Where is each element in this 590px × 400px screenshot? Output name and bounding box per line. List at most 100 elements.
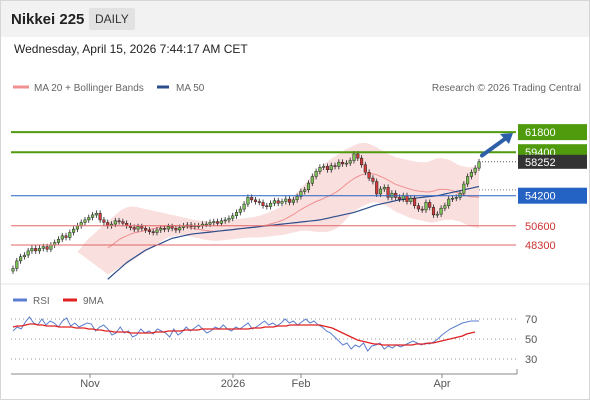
candle-body [413, 197, 417, 206]
candle-body [303, 189, 307, 192]
candle-body [174, 228, 178, 231]
level-badge-text-54200: 54200 [525, 191, 556, 203]
candle-body [98, 213, 102, 221]
candle-body [41, 246, 45, 249]
candle-body [178, 227, 182, 231]
x-tick-label: Apr [433, 378, 450, 390]
candle-body [87, 217, 91, 221]
candle-body [416, 205, 420, 210]
candle-body [250, 197, 254, 201]
rsi-panel: 70 50 30 [11, 314, 537, 366]
candle-body [337, 161, 341, 167]
candle-body [227, 218, 231, 221]
level-label-48300: 48300 [525, 240, 556, 252]
candle-body [443, 205, 447, 209]
candle-body [318, 167, 322, 172]
forecast-arrow-head [500, 132, 513, 144]
last-price-badge [518, 154, 587, 169]
candle-body [405, 195, 409, 202]
candle-body [295, 196, 299, 201]
candle-body [231, 215, 235, 219]
candle-body [22, 254, 26, 258]
level-badge-text-61800: 61800 [525, 127, 556, 139]
candle-body [306, 182, 311, 191]
rsi-tick-30: 30 [525, 354, 537, 366]
candle-body [367, 172, 371, 179]
candle-body [147, 229, 151, 232]
candle-body [94, 213, 98, 216]
candle-body [341, 161, 345, 165]
candle-body [276, 200, 280, 204]
candle-body [272, 200, 276, 204]
candle-body [37, 248, 42, 252]
candle-body [291, 199, 295, 203]
candle-body [204, 223, 208, 226]
candle-body [121, 221, 125, 224]
candle-body [19, 256, 23, 262]
candle-body [344, 162, 348, 165]
candle-body [166, 226, 170, 230]
candle-body [265, 205, 269, 207]
candle-body [409, 197, 413, 202]
candle-body [333, 165, 337, 167]
candle-body [60, 235, 64, 240]
candle-body [360, 157, 364, 166]
candle-body [136, 226, 140, 230]
candle-body [288, 198, 292, 203]
candle-body [322, 166, 326, 168]
rsi-line [12, 316, 479, 352]
candle-body [431, 207, 436, 216]
candle-body [45, 246, 49, 250]
candle-body [102, 219, 106, 223]
candle-body [329, 165, 333, 171]
rsi-legend-label: RSI [33, 296, 50, 307]
candle-body [428, 202, 432, 208]
candle-body [72, 228, 76, 233]
x-tick-label: Nov [80, 378, 100, 390]
timestamp: Wednesday, April 15, 2026 7:44:17 AM CET [14, 42, 248, 56]
candle-body [140, 226, 144, 229]
candle-body [91, 214, 95, 218]
candle-body [382, 187, 386, 190]
candle-body [378, 188, 383, 195]
candle-body [469, 172, 473, 177]
candle-body [68, 232, 72, 238]
x-axis: Nov 2026 Feb Apr [11, 369, 518, 390]
candle-body [352, 153, 356, 161]
candle-body [363, 164, 367, 173]
candle-body [375, 181, 379, 195]
candle-body [15, 260, 19, 269]
candle-body [132, 227, 136, 230]
candle-body [117, 220, 121, 223]
candle-body [170, 226, 174, 229]
candle-body [56, 238, 61, 243]
ma50-line [107, 185, 480, 280]
period-selector[interactable]: DAILY [89, 8, 135, 30]
candle-body [159, 228, 163, 231]
candle-body [299, 191, 303, 197]
ma9-legend-label: 9MA [83, 296, 104, 307]
x-tick-label: Feb [292, 378, 311, 390]
candle-body [219, 220, 223, 224]
rsi-ma9-line [12, 323, 476, 346]
level-badge-54200 [518, 187, 587, 204]
candle-body [462, 183, 466, 194]
candle-body [242, 203, 246, 210]
candle-body [257, 201, 261, 203]
level-badge-61800 [518, 124, 587, 141]
forecast-arrow-shaft [480, 133, 511, 158]
candle-body [401, 195, 405, 200]
instrument-title: Nikkei 225 [11, 11, 85, 28]
bollinger-legend-label: MA 20 + Bollinger Bands [34, 83, 144, 94]
candle-body [246, 197, 250, 205]
candle-body [234, 212, 239, 216]
candle-body [473, 167, 477, 173]
candle-body [261, 202, 265, 206]
candle-body [212, 221, 216, 223]
candle-body [325, 166, 330, 170]
candle-body [356, 153, 360, 159]
candle-body [314, 171, 318, 177]
